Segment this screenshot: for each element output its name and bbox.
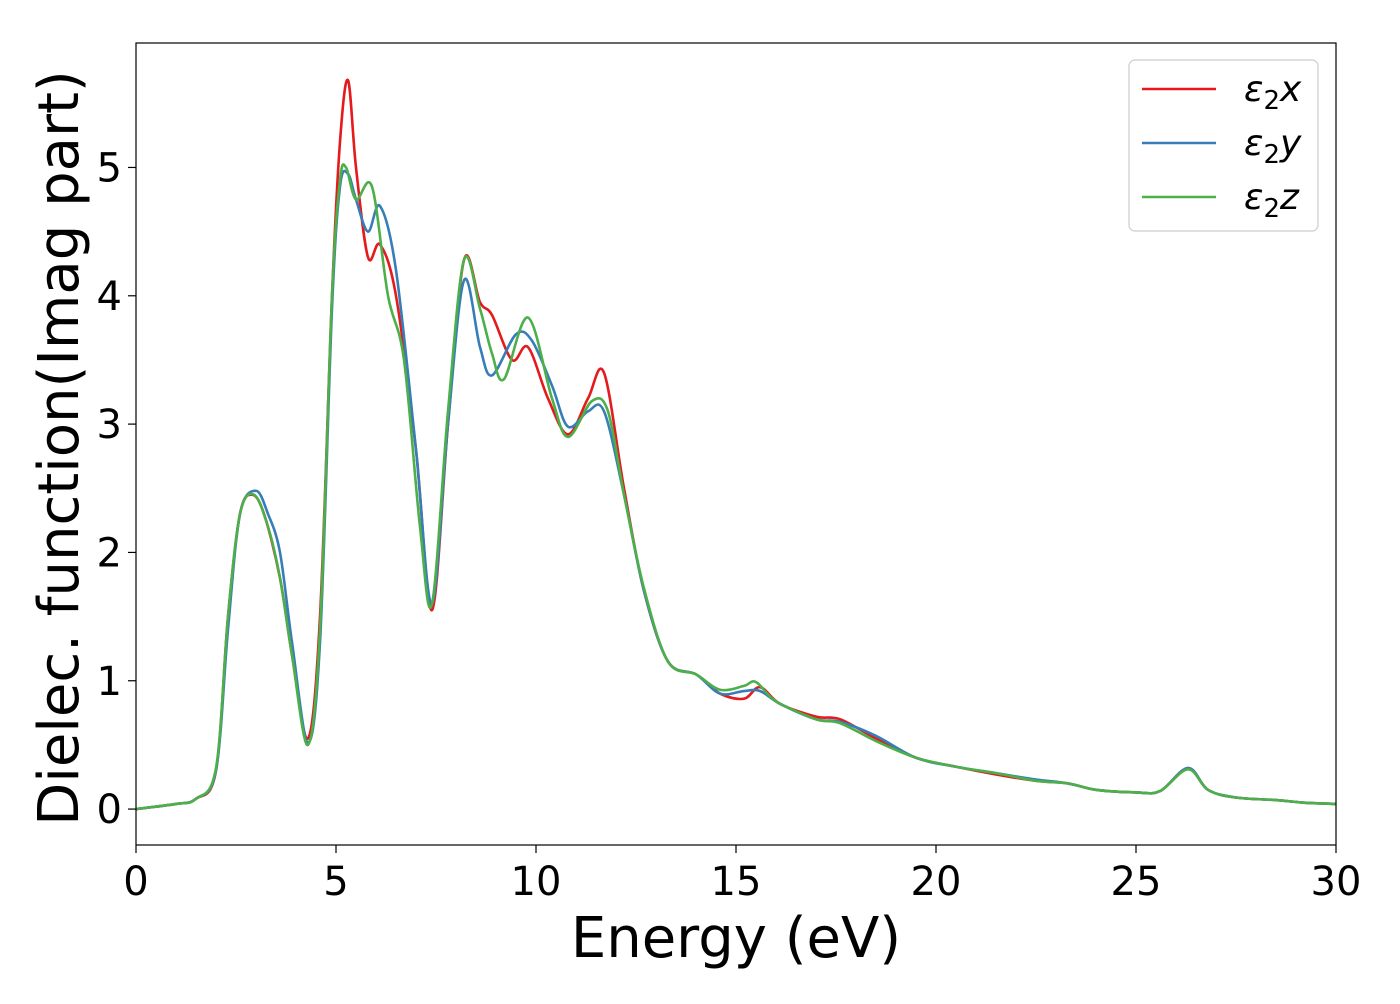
x-tick-label: 30 xyxy=(1311,859,1362,905)
x-tick-label: 15 xyxy=(711,859,762,905)
legend-box xyxy=(1128,59,1319,232)
x-tick-label: 25 xyxy=(1111,859,1162,905)
y-tick-label: 0 xyxy=(97,787,122,833)
series-line-z xyxy=(136,163,1336,811)
y-tick-label: 3 xyxy=(97,402,122,448)
y-tick-label: 2 xyxy=(97,530,122,576)
x-tick-label: 10 xyxy=(511,859,562,905)
x-tick-label: 5 xyxy=(323,859,348,905)
axes-layer: 0 5 10 15 20 25 30 0 1 2 3 4 5 xyxy=(97,42,1362,905)
y-tick-label: 4 xyxy=(97,274,122,320)
plot-series-group xyxy=(136,78,1336,811)
legend-label-x: ε2x xyxy=(1244,69,1302,116)
x-tick-label: 0 xyxy=(123,859,148,905)
legend: ε2x ε2y ε2z xyxy=(1128,59,1319,232)
x-tick-label: 20 xyxy=(911,859,962,905)
y-tick-label: 5 xyxy=(97,145,122,191)
y-tick-label: 1 xyxy=(97,659,122,705)
series-line-y xyxy=(136,169,1336,811)
series-layer xyxy=(136,78,1336,811)
legend-label-z: ε2z xyxy=(1244,177,1300,224)
legend-label-y: ε2y xyxy=(1244,123,1302,170)
y-axis-label: Dielec. function(Imag part) xyxy=(27,70,92,826)
x-axis-label: Energy (eV) xyxy=(571,906,901,971)
